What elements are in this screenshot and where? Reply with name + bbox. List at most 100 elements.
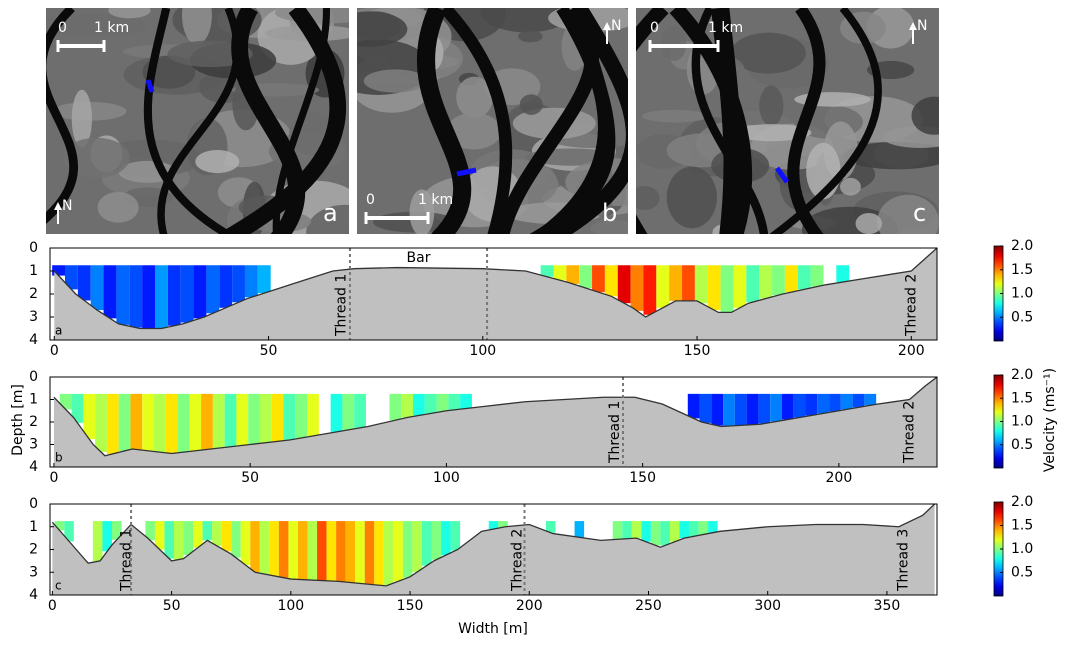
y-tick-label: 3 [29, 437, 38, 453]
velocity-cell [656, 265, 670, 308]
velocity-cell [206, 265, 220, 314]
velocity-cell [248, 393, 260, 445]
terrain [731, 124, 812, 142]
velocity-cell [364, 521, 375, 585]
colorbar-tick-label: 1.0 [1011, 286, 1033, 302]
north-arrow-head [909, 22, 917, 30]
velocity-cell [817, 393, 830, 414]
velocity-cell [342, 393, 355, 430]
x-tick-label: 100 [469, 343, 496, 359]
velocity-cell [687, 393, 700, 419]
velocity-cell [389, 393, 402, 421]
velocity-cell [784, 265, 798, 293]
north-label: N [611, 18, 621, 34]
colorbar-tick-label: 1.0 [1011, 414, 1033, 430]
velocity-cell [193, 521, 203, 548]
velocity-cell [90, 265, 104, 311]
plot-area [52, 248, 937, 340]
terrain [46, 14, 148, 38]
velocity-cell [579, 265, 593, 289]
y-tick-label: 2 [29, 414, 38, 430]
y-tick-label: 0 [29, 240, 38, 256]
satellite-image [357, 8, 628, 234]
velocity-cell [746, 265, 760, 303]
velocity-cell [612, 521, 623, 540]
site-marker [456, 167, 477, 177]
y-tick-label: 4 [29, 332, 38, 348]
velocity-cell [708, 521, 718, 533]
terrain [855, 213, 883, 234]
velocity-cell [201, 393, 213, 450]
velocity-cell [660, 521, 670, 546]
velocity-cell [257, 265, 271, 294]
y-tick-label: 4 [29, 587, 38, 603]
river-channel [711, 8, 742, 234]
terrain [518, 30, 543, 43]
y-tick-label: 2 [29, 542, 38, 558]
bed-fill [52, 504, 935, 595]
velocity-cell [574, 521, 585, 538]
colorbar-tick-label: 1.5 [1011, 262, 1033, 278]
velocity-cell [224, 393, 237, 447]
panel-letter: c [913, 199, 926, 227]
panel-letter: b [602, 199, 617, 227]
velocity-cell [244, 265, 258, 298]
y-axis-label: Depth [m] [10, 384, 26, 456]
velocity-cell [733, 265, 747, 308]
velocity-cell [436, 393, 449, 412]
x-tick-label: 150 [684, 343, 711, 359]
bed-fill [53, 377, 937, 467]
scale-zero: 0 [366, 192, 375, 208]
velocity-cell [52, 265, 65, 276]
velocity-cell [189, 393, 202, 451]
y-tick-label: 1 [29, 263, 38, 279]
velocity-cell [734, 393, 747, 426]
colorbar-tick-label: 2.0 [1011, 238, 1033, 254]
velocity-cell [864, 393, 877, 406]
terrain [911, 96, 939, 135]
velocity-cell [553, 265, 567, 281]
velocity-cell [221, 521, 232, 552]
x-tick-label: 50 [241, 470, 259, 486]
plot-area [51, 504, 936, 595]
thread-label: Thread 1 [607, 401, 623, 464]
velocity-cell [77, 265, 91, 301]
velocity-cell [805, 393, 818, 416]
velocity-cell [231, 521, 241, 558]
velocity-cell [699, 393, 712, 423]
plot-area [53, 377, 937, 467]
colorbar-tick-label: 0.5 [1011, 565, 1033, 581]
velocity-cell [450, 521, 461, 551]
velocity-cell [103, 265, 117, 319]
x-tick-label: 50 [163, 598, 181, 614]
velocity-cell [183, 521, 194, 555]
terrain [661, 25, 687, 61]
terrain [108, 8, 151, 19]
velocity-cell [250, 521, 260, 573]
velocity-cell [669, 265, 683, 301]
velocity-cell [283, 393, 296, 440]
velocity-cell [488, 521, 499, 530]
velocity-cell [810, 265, 824, 287]
velocity-cell [326, 521, 337, 582]
velocity-cell [630, 265, 644, 311]
x-tick-label: 50 [260, 343, 278, 359]
river-channel [542, 8, 628, 234]
velocity-cell [694, 265, 708, 304]
terrain [306, 204, 349, 234]
velocity-cell [177, 393, 190, 453]
velocity-cell [202, 521, 213, 541]
colorbar-tick-label: 1.5 [1011, 518, 1033, 534]
velocity-cell [64, 265, 78, 290]
velocity-cell [383, 521, 394, 585]
velocity-cell [797, 265, 811, 290]
velocity-cell [402, 521, 413, 578]
velocity-cell [698, 521, 709, 535]
terrain [590, 220, 628, 234]
velocity-cell [336, 521, 346, 582]
velocity-cell [622, 521, 632, 539]
bar-label: Bar [407, 250, 431, 266]
y-tick-label: 4 [29, 459, 38, 475]
velocity-cell [129, 265, 143, 328]
